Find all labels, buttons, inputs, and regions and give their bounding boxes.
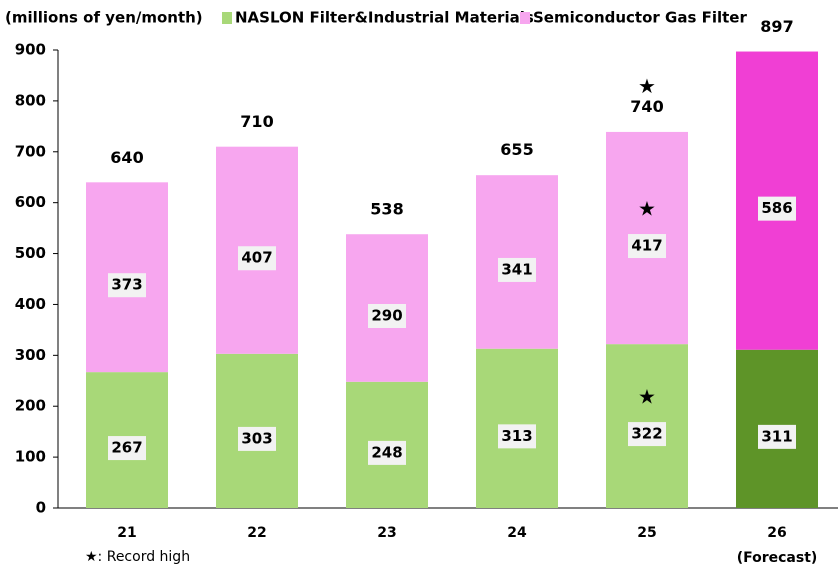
legend-swatch <box>520 12 530 24</box>
total-label: 640 <box>110 148 143 167</box>
y-tick-label: 100 <box>15 448 46 466</box>
total-label: 740 <box>630 97 663 116</box>
x-tick-label: 24 <box>507 525 527 541</box>
value-label-box <box>108 436 146 461</box>
x-tick-note: (Forecast) <box>737 550 818 566</box>
value-label: 322 <box>631 425 662 443</box>
value-label-box <box>628 422 666 447</box>
value-label-box <box>758 424 796 449</box>
value-label: 341 <box>501 260 532 278</box>
value-label-box <box>498 424 536 449</box>
value-label: 303 <box>241 429 272 447</box>
value-label: 407 <box>241 249 272 267</box>
y-tick-label: 800 <box>15 91 46 109</box>
value-label-box <box>238 246 276 271</box>
value-label-box <box>368 440 406 465</box>
y-tick-label: 700 <box>15 142 46 160</box>
y-axis-label: (millions of yen/month) <box>5 9 203 27</box>
value-label: 311 <box>761 427 792 445</box>
total-label: 897 <box>760 17 793 36</box>
value-label-box <box>498 257 536 282</box>
legend-label: Semiconductor Gas Filter <box>533 9 747 27</box>
record-star: ★ <box>638 74 656 98</box>
y-tick-label: 500 <box>15 244 46 262</box>
x-tick-label: 23 <box>377 525 396 541</box>
record-star: ★ <box>638 197 656 221</box>
total-label: 655 <box>500 140 533 159</box>
value-label-box <box>238 426 276 451</box>
x-tick-label: 26 <box>767 525 786 541</box>
value-label: 313 <box>501 427 532 445</box>
x-tick-label: 22 <box>247 525 266 541</box>
value-label-box <box>368 304 406 329</box>
y-tick-label: 300 <box>15 346 46 364</box>
y-tick-label: 0 <box>36 499 46 517</box>
value-label-box <box>758 196 796 221</box>
footnote: ★: Record high <box>85 549 190 565</box>
value-label: 417 <box>631 237 662 255</box>
y-tick-label: 900 <box>15 41 46 59</box>
legend-label: NASLON Filter&Industrial Materials <box>235 9 534 27</box>
y-tick-label: 200 <box>15 397 46 415</box>
x-tick-label: 25 <box>637 525 656 541</box>
total-label: 710 <box>240 112 273 131</box>
value-label: 586 <box>761 199 792 217</box>
legend-swatch <box>222 12 232 24</box>
y-tick-label: 400 <box>15 295 46 313</box>
x-tick-label: 21 <box>117 525 136 541</box>
value-label: 290 <box>371 307 402 325</box>
value-label: 248 <box>371 443 402 461</box>
y-tick-label: 600 <box>15 193 46 211</box>
value-label-box <box>628 234 666 259</box>
value-label: 267 <box>111 439 142 457</box>
total-label: 538 <box>370 200 403 219</box>
record-star: ★ <box>638 385 656 409</box>
value-label: 373 <box>111 276 142 294</box>
value-label-box <box>108 273 146 298</box>
